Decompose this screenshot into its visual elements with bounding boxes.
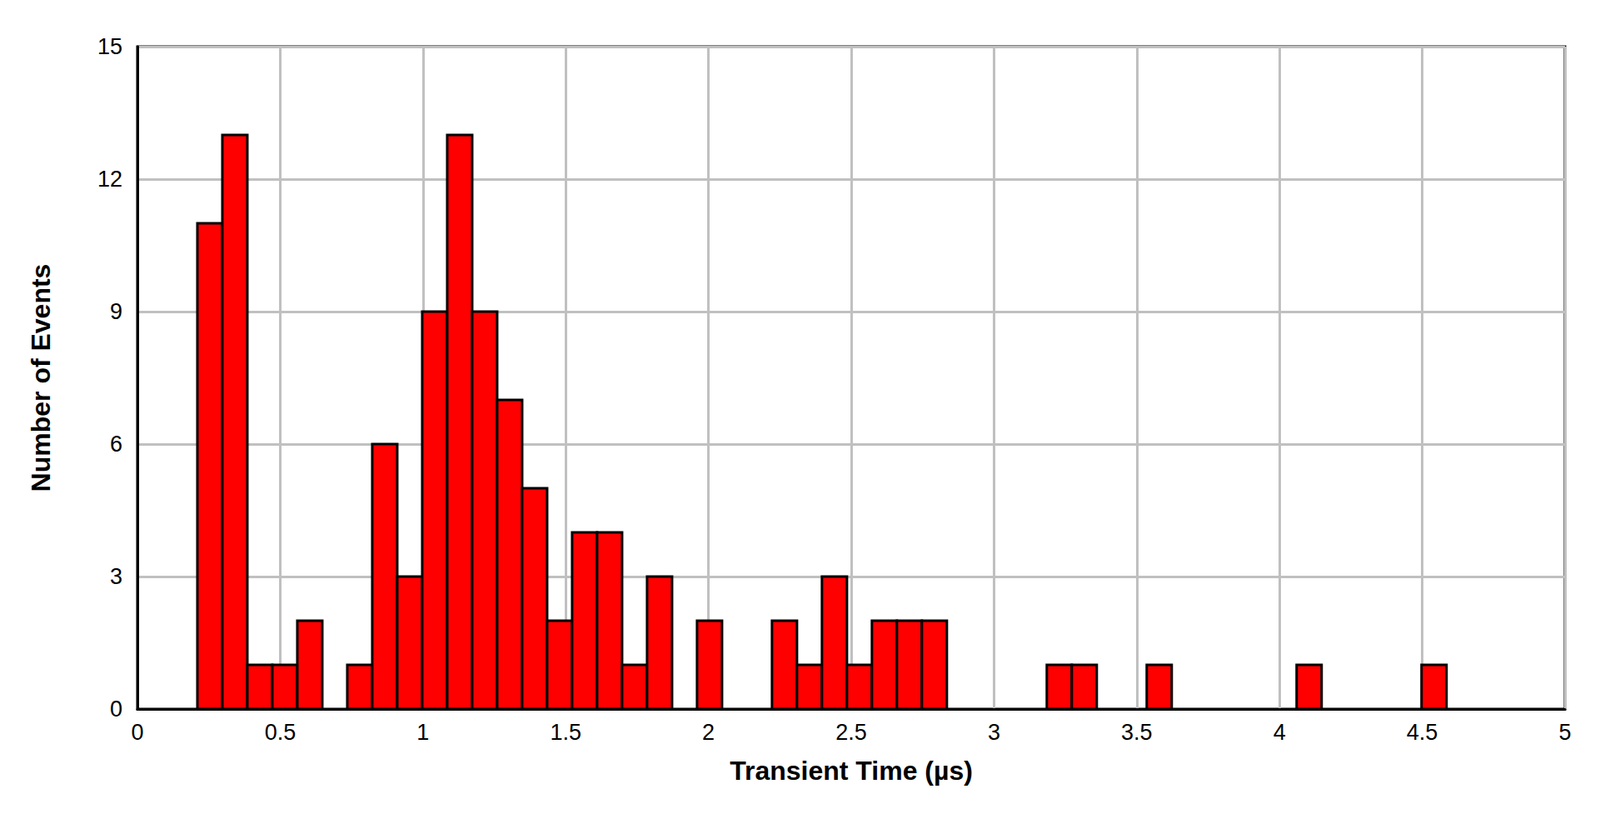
svg-text:Number of Events: Number of Events: [25, 264, 56, 493]
svg-text:1: 1: [416, 719, 429, 745]
svg-text:3: 3: [109, 563, 123, 589]
svg-text:2: 2: [702, 719, 715, 745]
svg-text:Transient Time (µs): Transient Time (µs): [729, 755, 973, 786]
svg-text:3.5: 3.5: [1121, 719, 1153, 745]
svg-text:0.5: 0.5: [264, 719, 297, 745]
svg-text:0: 0: [109, 696, 123, 722]
svg-text:5: 5: [1558, 719, 1571, 745]
svg-text:0: 0: [130, 719, 144, 745]
svg-text:1.5: 1.5: [549, 719, 582, 745]
svg-text:4: 4: [1273, 719, 1286, 745]
svg-text:15: 15: [97, 34, 123, 60]
svg-text:2.5: 2.5: [835, 719, 868, 745]
svg-text:6: 6: [109, 431, 123, 457]
svg-text:9: 9: [109, 299, 123, 324]
svg-text:4.5: 4.5: [1406, 719, 1439, 745]
svg-text:12: 12: [97, 166, 123, 192]
svg-text:3: 3: [987, 719, 1001, 745]
